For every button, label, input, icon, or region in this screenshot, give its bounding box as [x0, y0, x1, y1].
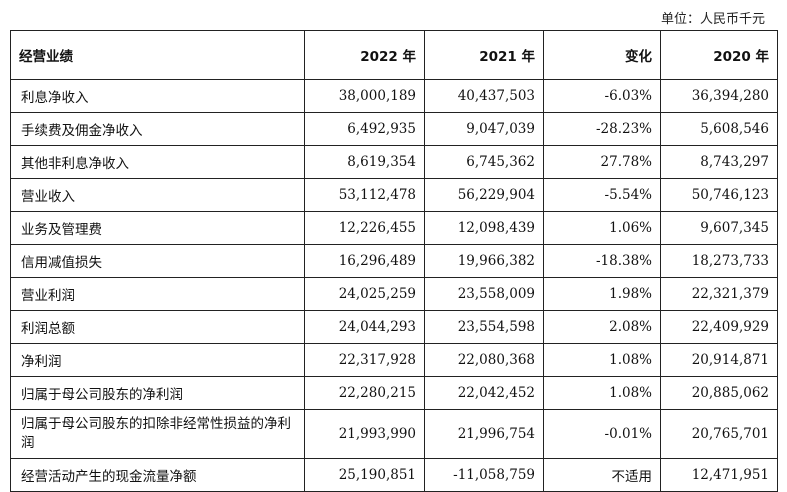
table-row: 其他非利息净收入 8,619,354 6,745,362 27.78% 8,74… [10, 145, 778, 179]
value-2022: 6,492,935 [304, 112, 425, 146]
row-label: 归属于母公司股东的净利润 [10, 376, 305, 410]
row-label: 利息净收入 [10, 79, 305, 113]
value-2022: 21,993,990 [304, 409, 425, 459]
unit-note: 单位：人民币千元 [660, 12, 765, 27]
value-change: 不适用 [543, 458, 661, 492]
value-change: 1.08% [543, 376, 661, 410]
header-label: 经营业绩 [10, 30, 305, 80]
value-2020: 18,273,733 [660, 244, 778, 278]
value-2022: 53,112,478 [304, 178, 425, 212]
value-2021: 21,996,754 [424, 409, 544, 459]
value-change: -0.01% [543, 409, 661, 459]
value-2022: 38,000,189 [304, 79, 425, 113]
value-2021: 22,080,368 [424, 343, 544, 377]
value-change: -5.54% [543, 178, 661, 212]
value-change: -6.03% [543, 79, 661, 113]
table-row: 净利润 22,317,928 22,080,368 1.08% 20,914,8… [10, 343, 778, 377]
value-2020: 20,914,871 [660, 343, 778, 377]
value-2022: 24,025,259 [304, 277, 425, 311]
value-2021: 22,042,452 [424, 376, 544, 410]
table-row: 归属于母公司股东的净利润 22,280,215 22,042,452 1.08%… [10, 376, 778, 410]
value-2020: 5,608,546 [660, 112, 778, 146]
row-label: 经营活动产生的现金流量净额 [10, 458, 305, 492]
value-change: 2.08% [543, 310, 661, 344]
value-2022: 24,044,293 [304, 310, 425, 344]
value-2022: 22,280,215 [304, 376, 425, 410]
table-row: 利息净收入 38,000,189 40,437,503 -6.03% 36,39… [10, 79, 778, 113]
row-label: 归属于母公司股东的扣除非经常性损益的净利润 [10, 409, 305, 459]
value-change: 1.06% [543, 211, 661, 245]
value-2021: 56,229,904 [424, 178, 544, 212]
value-2020: 8,743,297 [660, 145, 778, 179]
row-label: 净利润 [10, 343, 305, 377]
value-change: 1.98% [543, 277, 661, 311]
value-2021: 23,554,598 [424, 310, 544, 344]
header-2020: 2020 年 [660, 30, 778, 80]
operating-results-table: 经营业绩 2022 年 2021 年 变化 2020 年 利息净收入 38,00… [10, 30, 778, 492]
table-row: 营业收入 53,112,478 56,229,904 -5.54% 50,746… [10, 178, 778, 212]
table-row: 利润总额 24,044,293 23,554,598 2.08% 22,409,… [10, 310, 778, 344]
table-row: 信用减值损失 16,296,489 19,966,382 -18.38% 18,… [10, 244, 778, 278]
row-label: 营业利润 [10, 277, 305, 311]
value-2020: 20,765,701 [660, 409, 778, 459]
table-row: 经营活动产生的现金流量净额 25,190,851 -11,058,759 不适用… [10, 458, 778, 492]
value-change: 1.08% [543, 343, 661, 377]
value-2020: 20,885,062 [660, 376, 778, 410]
value-2021: 19,966,382 [424, 244, 544, 278]
value-change: -18.38% [543, 244, 661, 278]
value-2022: 16,296,489 [304, 244, 425, 278]
value-2022: 22,317,928 [304, 343, 425, 377]
row-label: 手续费及佣金净收入 [10, 112, 305, 146]
table-row: 归属于母公司股东的扣除非经常性损益的净利润 21,993,990 21,996,… [10, 409, 778, 459]
header-2021: 2021 年 [424, 30, 544, 80]
value-2020: 22,321,379 [660, 277, 778, 311]
value-2021: 9,047,039 [424, 112, 544, 146]
row-label: 利润总额 [10, 310, 305, 344]
value-2021: 23,558,009 [424, 277, 544, 311]
table-row: 营业利润 24,025,259 23,558,009 1.98% 22,321,… [10, 277, 778, 311]
value-2020: 9,607,345 [660, 211, 778, 245]
value-2022: 8,619,354 [304, 145, 425, 179]
value-change: -28.23% [543, 112, 661, 146]
value-2022: 12,226,455 [304, 211, 425, 245]
value-2021: -11,058,759 [424, 458, 544, 492]
row-label: 营业收入 [10, 178, 305, 212]
header-2022: 2022 年 [304, 30, 425, 80]
value-2020: 50,746,123 [660, 178, 778, 212]
value-change: 27.78% [543, 145, 661, 179]
value-2020: 22,409,929 [660, 310, 778, 344]
table-header-row: 经营业绩 2022 年 2021 年 变化 2020 年 [10, 30, 778, 80]
value-2021: 12,098,439 [424, 211, 544, 245]
value-2022: 25,190,851 [304, 458, 425, 492]
value-2020: 12,471,951 [660, 458, 778, 492]
value-2021: 40,437,503 [424, 79, 544, 113]
row-label: 信用减值损失 [10, 244, 305, 278]
row-label: 其他非利息净收入 [10, 145, 305, 179]
header-change: 变化 [543, 30, 661, 80]
value-2020: 36,394,280 [660, 79, 778, 113]
table-row: 业务及管理费 12,226,455 12,098,439 1.06% 9,607… [10, 211, 778, 245]
row-label: 业务及管理费 [10, 211, 305, 245]
value-2021: 6,745,362 [424, 145, 544, 179]
table-row: 手续费及佣金净收入 6,492,935 9,047,039 -28.23% 5,… [10, 112, 778, 146]
